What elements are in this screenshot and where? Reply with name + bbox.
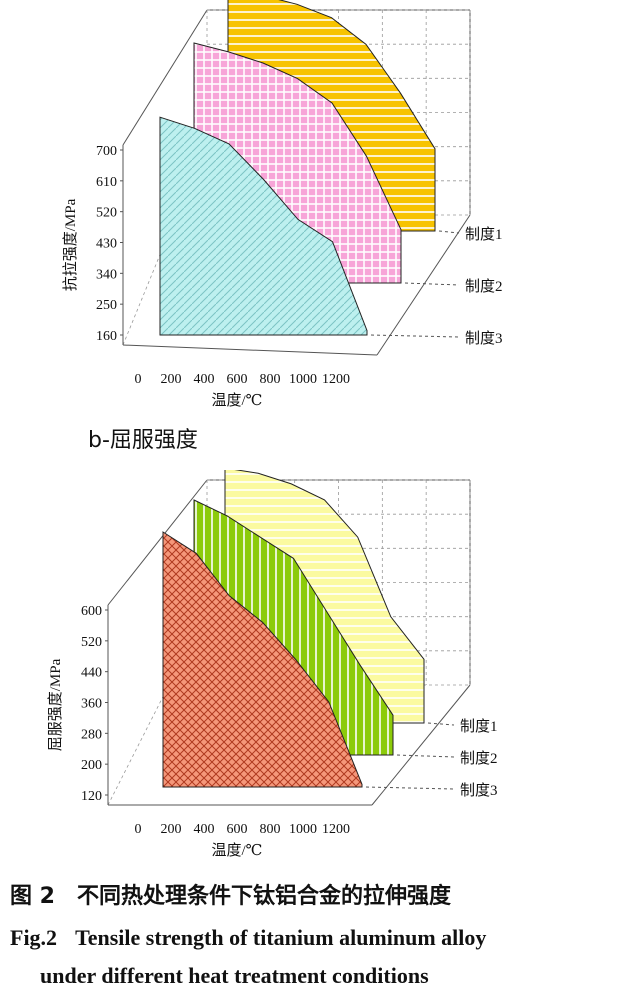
tensile-strength-chart: 160 250 340 430 520 610 700 抗拉强度/MPa 0 200 400 600 8… [62,0,503,409]
y-tick-label: 520 [96,206,117,221]
x-tick-label: 0 [135,372,142,387]
x-tick-label: 600 [227,822,248,837]
yield-strength-chart: 120 200 280 360 440 520 600 屈服强度/MPa 0 200 400 600 8… [47,470,498,859]
x-tick-label: 200 [161,822,182,837]
y-tick-label: 520 [81,635,102,650]
figure-caption-en-line2: under different heat treatment condition… [40,963,429,988]
series-area-3 [159,116,368,336]
x-tick-label: 800 [260,822,281,837]
series-label-1: 制度1 [465,226,503,243]
figure-caption-en-text: Tensile strength of titanium aluminum al… [75,925,487,950]
series-area-3 [162,531,363,788]
x-axis-label: 温度/℃ [212,842,263,859]
series-label-3: 制度3 [465,330,503,347]
y-tick-label: 120 [81,789,102,804]
depth-axis-line [371,684,471,806]
series-label-3: 制度3 [460,782,498,799]
figure-caption-cn: 图 2 不同热处理条件下钛铝合金的拉伸强度 [10,884,451,909]
y-tick-label: 700 [96,144,117,159]
figure-label: Fig.2 [10,925,58,950]
y-tick-label: 440 [81,666,102,681]
y-tick-label: 340 [96,267,117,282]
y-axis-label: 屈服强度/MPa [47,658,64,751]
y-tick-label: 200 [81,758,102,773]
figure-caption-en-line1: Fig.2 Tensile strength of titanium alumin… [10,925,486,951]
x-tick-label: 1000 [289,372,317,387]
x-tick-label: 600 [227,372,248,387]
y-tick-label: 610 [96,175,117,190]
x-tick-label: 0 [135,822,142,837]
y-tick-label: 360 [81,697,102,712]
depth-axis-line [376,214,471,356]
wall-edge [107,479,208,606]
y-tick-label: 250 [96,298,117,313]
y-tick-label: 600 [81,604,102,619]
x-tick-label: 1000 [289,822,317,837]
y-axis-label: 抗拉强度/MPa [62,198,79,291]
x-axis-label: 温度/℃ [212,392,263,409]
x-axis-line [122,344,378,356]
series-label-2: 制度2 [465,278,503,295]
wall-edge [122,9,208,146]
x-tick-label: 400 [194,822,215,837]
series-label-1: 制度1 [460,718,498,735]
y-tick-label: 160 [96,329,117,344]
x-tick-label: 200 [161,372,182,387]
x-tick-label: 800 [260,372,281,387]
subplot-b-title: b-屈服强度 [88,428,198,453]
x-tick-label: 1200 [322,822,350,837]
series-label-2: 制度2 [460,750,498,767]
y-tick-label: 430 [96,237,117,252]
x-tick-label: 1200 [322,372,350,387]
y-tick-label: 280 [81,727,102,742]
x-tick-label: 400 [194,372,215,387]
